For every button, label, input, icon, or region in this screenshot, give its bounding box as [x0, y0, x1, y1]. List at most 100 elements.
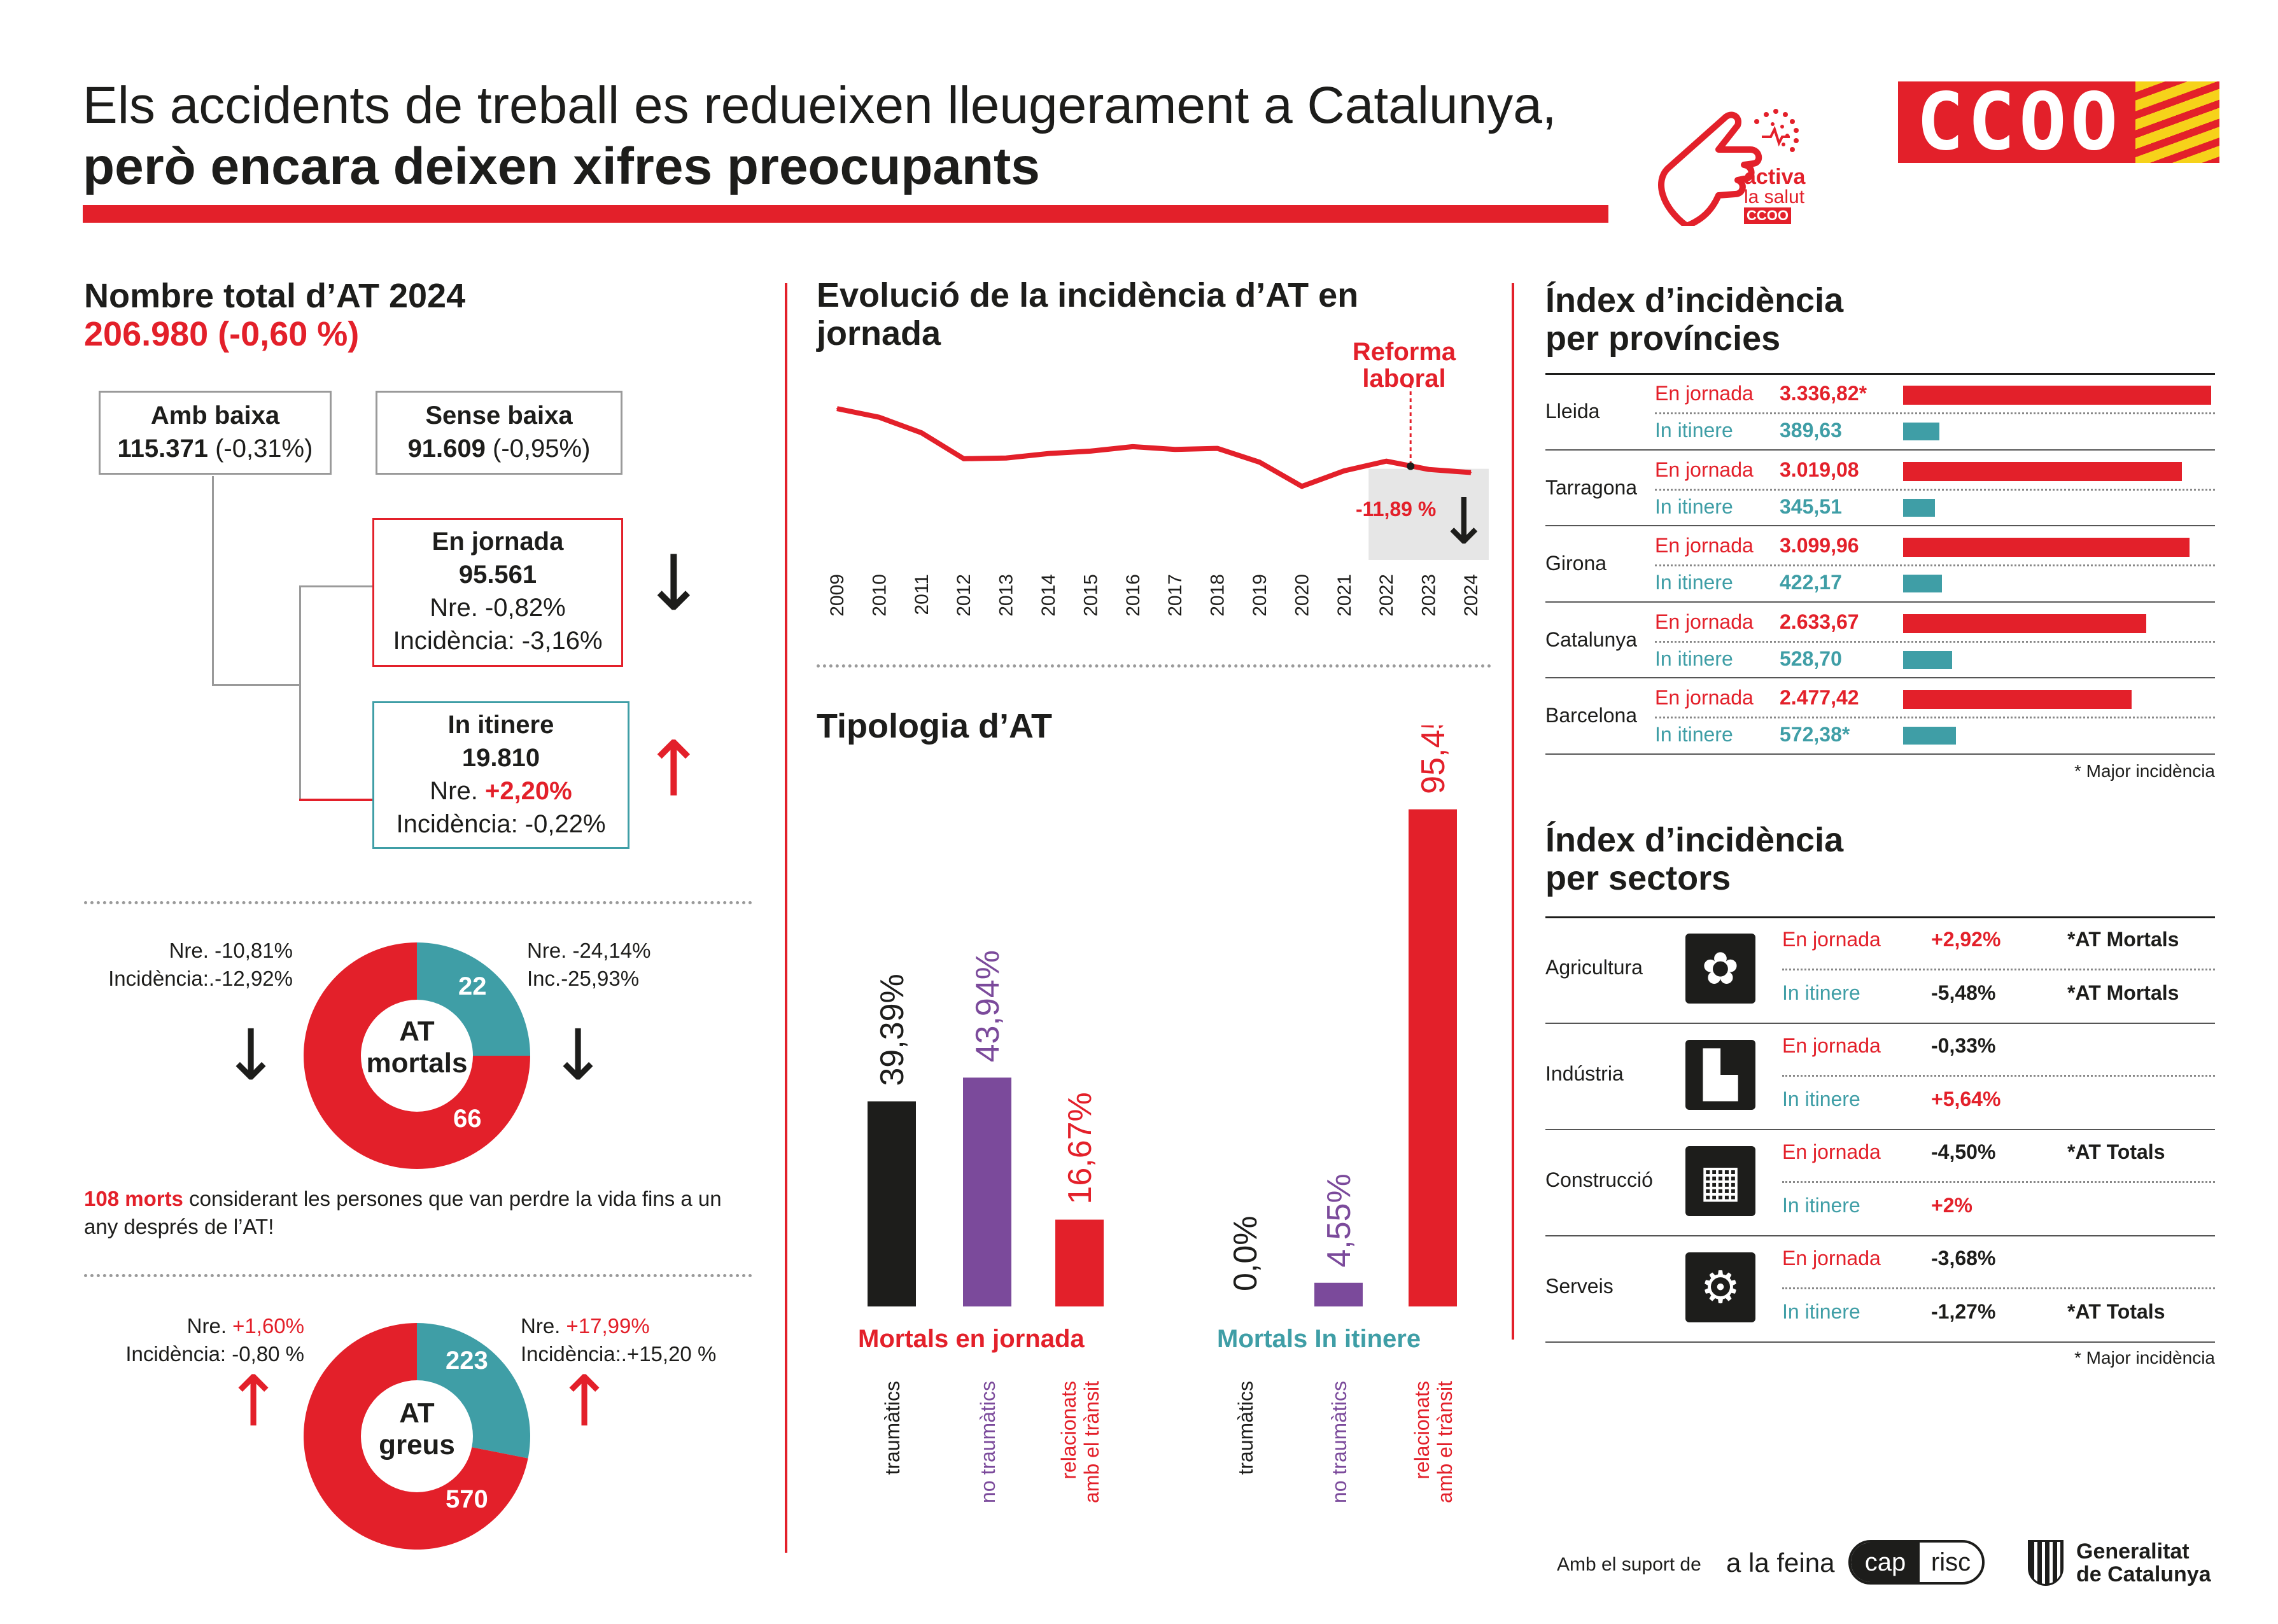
row-divider [1655, 412, 2215, 414]
table-rule [1545, 753, 2215, 755]
greus-red-value: 570 [446, 1485, 488, 1513]
bar-jornada [1903, 461, 2182, 481]
x-tick-label: 2024 [1461, 574, 1482, 617]
table-rule [1545, 1023, 2215, 1024]
line-chart: 2009 2010 2011 2012 2013 2014 2015 2016 2017 2018… [827, 384, 1489, 617]
x-tick-label: 2013 [996, 574, 1017, 617]
province-jornada-value: 2.633,67 [1780, 610, 1859, 633]
series-label: In itinere [1655, 419, 1733, 442]
line-point [1470, 472, 1472, 473]
tree-connector [212, 476, 214, 686]
series-label: En jornada [1782, 1034, 1881, 1057]
arrow-down-icon: ↓ [642, 540, 706, 628]
bar-value-label: 43,94% [969, 950, 1006, 1062]
amb-baixa-box: Amb baixa 115.371 (-0,31%) [99, 391, 332, 475]
province-name: Girona [1545, 552, 1607, 575]
arrow-up-icon: ↑ [555, 1361, 614, 1442]
bar-value-label: 4,55% [1321, 1173, 1358, 1267]
line-point [920, 432, 922, 434]
x-tick-label: 2023 [1419, 574, 1440, 617]
gear-icon: ⚙ [1685, 1252, 1755, 1322]
series-label: In itinere [1655, 723, 1733, 746]
title-underline [83, 205, 1608, 223]
senyera-flag [2135, 81, 2219, 163]
line-point [1386, 460, 1388, 462]
bar-jornada [1903, 538, 2190, 557]
series-label: En jornada [1655, 458, 1754, 481]
greus-right-stats: Nre. +17,99% Incidència:.+15,20 % [521, 1314, 717, 1366]
shaded-change-label: -11,89 % [1356, 498, 1437, 521]
bar-category-label: traumàtics [1234, 1381, 1257, 1475]
bar [1055, 1219, 1104, 1306]
sector-itinere-note: *AT Mortals [2067, 981, 2179, 1004]
bar-itinere [1903, 650, 1952, 669]
bar-value-label: 39,39% [874, 974, 911, 1086]
sector-jornada-value: +2,92% [1931, 928, 2001, 951]
divider [84, 901, 752, 904]
x-tick-label: 2009 [827, 574, 848, 617]
sector-name: Indústria [1545, 1062, 1624, 1085]
bar-value-label: 0,0% [1227, 1215, 1264, 1291]
bar-value-label: 95,45% [1415, 725, 1452, 794]
in-itinere-box: In itinere 19.810 Nre. +2,20% Incidència… [372, 701, 629, 849]
line-point [1343, 470, 1345, 472]
series-label: En jornada [1782, 928, 1881, 951]
series-label: En jornada [1782, 1140, 1881, 1163]
annotation-point [1407, 462, 1415, 470]
shaded-period [1368, 468, 1489, 560]
reforma-laboral-label: Reforma laboral [1352, 338, 1456, 393]
row-divider [1655, 717, 2215, 718]
activa-la-salut-logo [1649, 80, 1814, 229]
table-rule [1545, 1341, 2215, 1343]
hand-pointer-icon [1658, 109, 1799, 229]
cap-risc-logo: cap risc [1848, 1540, 1985, 1585]
arrow-up-icon: ↑ [224, 1361, 283, 1442]
row-divider [1782, 1181, 2215, 1183]
bar-jornada [1903, 690, 2132, 709]
bar-itinere [1903, 727, 1957, 745]
bar-jornada [1903, 386, 2211, 405]
series-label: In itinere [1782, 1194, 1860, 1217]
column-divider [1512, 283, 1514, 1340]
sectors-footnote: * Major incidència [2074, 1348, 2215, 1368]
donut-hole [361, 1000, 473, 1112]
line-point [836, 408, 838, 410]
province-jornada-value: 3.099,96 [1780, 534, 1859, 557]
sector-jornada-value: -0,33% [1931, 1034, 1996, 1057]
bar-category-label: amb el trànsit [1433, 1381, 1456, 1503]
province-itinere-value: 528,70 [1780, 647, 1842, 670]
sectors-title: Índex d’incidència per sectors [1545, 821, 1844, 897]
mortals-red-value: 66 [453, 1105, 482, 1133]
sector-jornada-value: -4,50% [1931, 1140, 1996, 1163]
divider [84, 1274, 752, 1277]
row-divider [1782, 969, 2215, 970]
series-label: En jornada [1782, 1247, 1881, 1270]
x-tick-label: 2010 [869, 574, 890, 617]
divider [817, 664, 1491, 668]
x-tick-label: 2012 [953, 574, 974, 617]
sector-itinere-value: +2% [1931, 1194, 1972, 1217]
x-tick-label: 2018 [1207, 574, 1228, 617]
bar [868, 1101, 916, 1306]
bar-category-label: traumàtics [881, 1381, 904, 1475]
series-label: En jornada [1655, 534, 1754, 557]
bar-chart-title: Tipologia d’AT [817, 707, 1052, 745]
province-name: Tarragona [1545, 475, 1638, 499]
total-title: Nombre total d’AT 2024 [84, 277, 466, 315]
line-point [1301, 486, 1303, 487]
table-rule [1545, 1235, 2215, 1236]
province-name: Catalunya [1545, 627, 1638, 651]
sector-name: Construcció [1545, 1168, 1653, 1191]
line-point [1428, 468, 1430, 470]
row-divider [1782, 1287, 2215, 1289]
title-line1: Els accidents de treball es redueixen ll… [83, 76, 1557, 134]
line-series [836, 406, 1472, 489]
x-tick-label: 2019 [1249, 574, 1270, 617]
bar-category-label: relacionats [1410, 1381, 1433, 1480]
title-line2: però encara deixen xifres preocupants [83, 137, 1040, 195]
x-tick-label: 2017 [1165, 574, 1186, 617]
group-label-itinere: Mortals In itinere [1217, 1325, 1421, 1353]
mortals-teal-value: 22 [458, 972, 487, 1000]
sense-baixa-box: Sense baixa 91.609 (-0,95%) [376, 391, 622, 475]
total-value: 206.980 (-0,60 %) [84, 315, 360, 353]
